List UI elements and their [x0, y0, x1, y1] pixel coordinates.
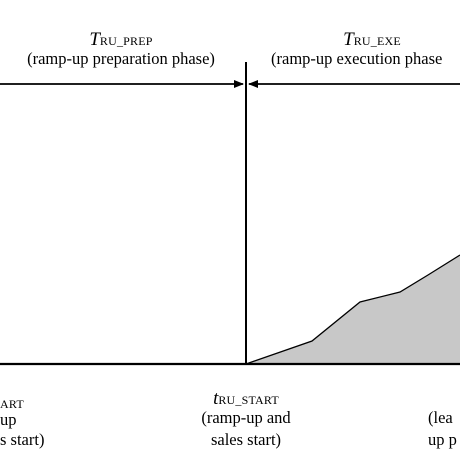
exe-phase-description: (ramp-up execution phase	[271, 49, 443, 68]
ramp-up-start-subscript: RU_START	[218, 393, 279, 407]
right-time-point-line1: (lea	[428, 408, 453, 427]
exe-phase-subscript: RU_EXE	[353, 34, 401, 48]
left-time-point-line2: s start)	[0, 430, 45, 449]
ramp-up-start-symbol: t	[213, 388, 219, 409]
ramp-up-area	[246, 255, 460, 364]
right-time-point-line2: up p	[428, 430, 457, 449]
exe-phase-symbol: TRU_EXE	[343, 30, 401, 49]
ramp-up-curve	[245, 254, 460, 365]
prep-phase-symbol-letter: T	[89, 29, 100, 50]
prep-phase-symbol: TRU_PREP	[89, 30, 152, 49]
left-time-point-subscript: ART	[0, 397, 24, 411]
prep-phase-subscript: RU_PREP	[99, 34, 153, 48]
left-time-point-line1: up	[0, 410, 17, 429]
ramp-up-start-time-point: tRU_START	[213, 389, 279, 408]
prep-phase-description: (ramp-up preparation phase)	[27, 49, 215, 68]
ramp-up-start-line1: (ramp-up and	[201, 408, 291, 427]
ramp-up-start-line2: sales start)	[210, 430, 282, 449]
exe-phase-symbol-letter: T	[343, 29, 354, 50]
